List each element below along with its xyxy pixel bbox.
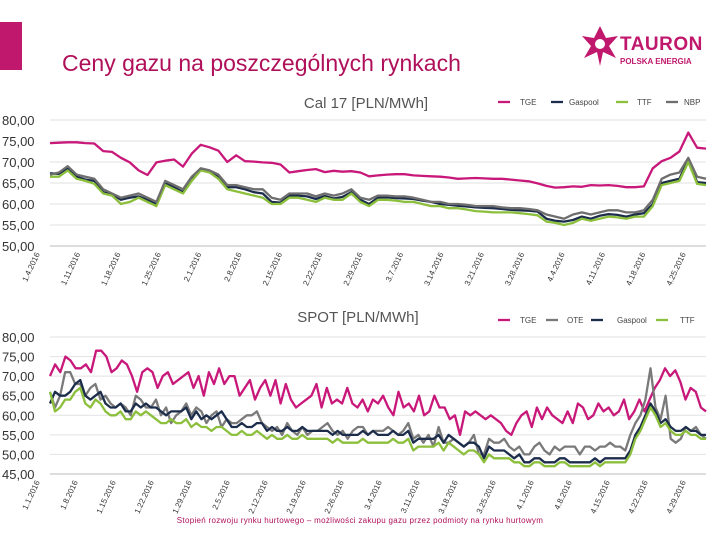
legend-label: OTE	[567, 316, 583, 325]
x-tick-label: 1.4.2016	[20, 251, 42, 284]
chart-title: Cal 17 [PLN/MWh]	[304, 95, 428, 112]
y-tick-label: 45,00	[2, 467, 35, 482]
chart-title: SPOT [PLN/MWh]	[297, 309, 418, 326]
series-line-ttf	[48, 386, 706, 468]
y-tick-label: 65,00	[2, 176, 35, 191]
y-tick-label: 50,00	[2, 239, 35, 254]
x-tick-label: 1.11.2016	[59, 251, 82, 287]
chart-2: SPOT [PLN/MWh] 45,00 50,00 55,00 60,00 65,00 7…	[2, 309, 707, 516]
x-tick-label: 1.22.2016	[133, 479, 156, 516]
legend-label: TGE	[520, 98, 536, 107]
legend-label: TTF	[680, 316, 695, 325]
x-tick-label: 4.25.2016	[665, 251, 688, 288]
x-tick-label: 2.12.2016	[247, 479, 270, 516]
x-tick-label: 1.25.2016	[140, 251, 163, 288]
x-tick-label: 3.21.2016	[463, 251, 486, 288]
series-line-ttf	[50, 160, 707, 227]
x-tick-label: 2.19.2016	[285, 479, 308, 516]
x-tick-label: 2.29.2016	[342, 251, 365, 288]
y-tick-label: 80,00	[2, 113, 35, 128]
x-tick-label: 4.15.2016	[589, 479, 612, 516]
y-tick-label: 80,00	[2, 330, 35, 345]
series-line-gaspool	[49, 158, 707, 223]
slide-title: Ceny gazu na poszczególnych rynkach	[62, 50, 461, 76]
logo-name: TAURON	[620, 34, 703, 55]
x-tick-label: 1.15.2016	[95, 479, 118, 516]
x-tick-label: 3.14.2016	[422, 251, 445, 288]
x-tick-label: 2.26.2016	[323, 479, 346, 516]
footer-text: Stopień rozwoju rynku hurtowego – możliw…	[176, 516, 544, 525]
chart-1: Cal 17 [PLN/MWh] 50,00 55,00 60,00 65,00 70,0…	[2, 95, 707, 288]
legend-label: TTF	[637, 98, 652, 107]
x-tick-label: 4.22.2016	[627, 479, 650, 516]
x-tick-label: 4.11.2016	[584, 251, 607, 287]
series-line-tge	[48, 349, 707, 437]
y-tick-label: 70,00	[2, 369, 35, 384]
y-tick-label: 65,00	[2, 389, 35, 404]
x-tick-label: 2.8.2016	[222, 251, 244, 284]
x-tick-label: 4.29.2016	[665, 479, 688, 516]
x-tick-label: 1.1.2016	[20, 479, 42, 512]
x-tick-label: 4.8.2016	[552, 479, 574, 512]
y-tick-label: 50,00	[2, 447, 35, 462]
series-line-gaspool	[48, 378, 706, 464]
tauron-logo-mark-icon	[582, 26, 618, 66]
legend-label: Gaspool	[569, 98, 599, 107]
y-tick-label: 75,00	[2, 134, 35, 149]
legend-label: TGE	[520, 316, 536, 325]
x-tick-label: 1.18.2016	[99, 251, 122, 288]
series-line-tge	[49, 131, 707, 189]
legend-label: NBP	[684, 98, 700, 107]
y-tick-label: 55,00	[2, 428, 35, 443]
accent-bar	[0, 22, 22, 70]
x-tick-label: 2.5.2016	[210, 479, 232, 512]
x-tick-label: 3.25.2016	[475, 479, 498, 516]
x-tick-label: 4.1.2016	[514, 479, 536, 512]
x-tick-label: 1.8.2016	[58, 479, 80, 512]
series-line-ote	[48, 367, 707, 456]
y-tick-label: 60,00	[2, 408, 35, 423]
y-tick-label: 55,00	[2, 218, 35, 233]
x-tick-label: 3.7.2016	[384, 251, 406, 284]
x-tick-label: 3.11.2016	[399, 479, 422, 515]
logo-subtitle: POLSKA ENERGIA	[620, 57, 692, 66]
y-tick-label: 75,00	[2, 350, 35, 365]
x-tick-label: 1.29.2016	[171, 479, 194, 516]
y-tick-label: 60,00	[2, 197, 35, 212]
x-tick-label: 4.4.2016	[545, 251, 567, 284]
y-tick-label: 70,00	[2, 155, 35, 170]
x-tick-label: 3.18.2016	[437, 479, 460, 516]
x-tick-label: 2.15.2016	[261, 251, 284, 288]
x-tick-label: 2.22.2016	[301, 251, 324, 288]
x-tick-label: 2.1.2016	[182, 251, 204, 284]
x-tick-label: 3.28.2016	[503, 251, 526, 288]
tauron-logo: TAURON POLSKA ENERGIA	[580, 20, 703, 82]
series-line-nbp	[49, 156, 707, 220]
x-tick-label: 4.18.2016	[624, 251, 647, 288]
legend-label: Gaspool	[617, 316, 647, 325]
x-tick-label: 3.4.2016	[362, 479, 384, 512]
